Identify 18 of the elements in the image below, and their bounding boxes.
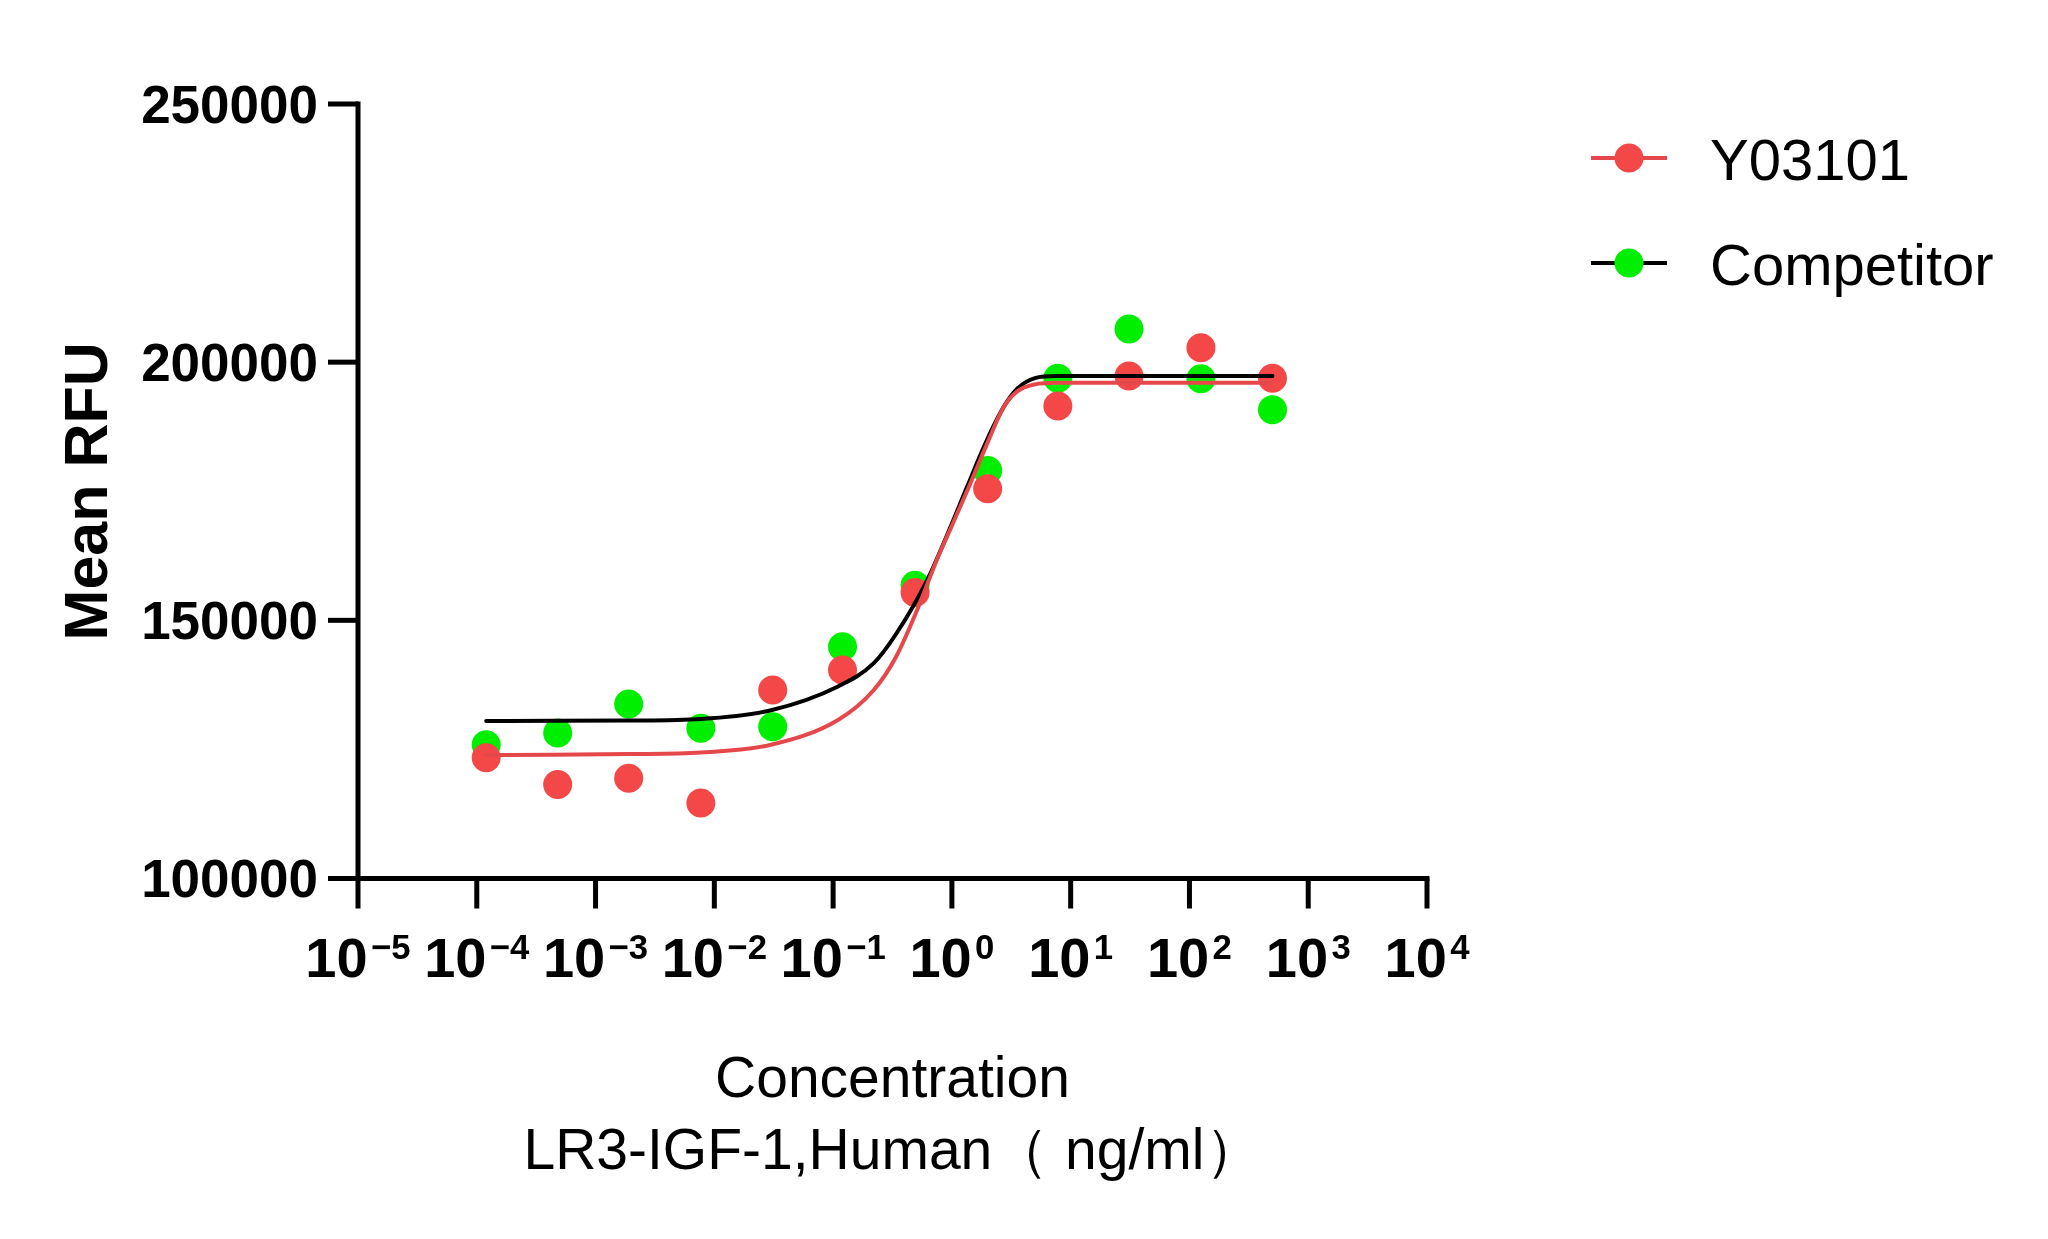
x-tick-label: 10$^{3}$ — [1265, 926, 1351, 989]
x-tick-label: 10$^{−3}$ — [542, 926, 649, 989]
y-tick-label: 250000 — [141, 74, 318, 134]
x-tick-label: 10$^{−2}$ — [661, 926, 767, 989]
x-tick-label: 10$^{−4}$ — [424, 926, 530, 989]
x-tick-label: 10$^{1}$ — [1028, 926, 1114, 989]
y-tick-label: 200000 — [141, 333, 318, 393]
x-tick-label: 10$^{4}$ — [1384, 926, 1470, 989]
legend-label: Y03101 — [1710, 127, 1910, 192]
y-tick-label: 100000 — [141, 849, 318, 909]
legend-label: Competitor — [1710, 232, 1994, 297]
x-tick-label: 10$^{−5}$ — [305, 926, 411, 989]
x-tick-label: 10$^{2}$ — [1146, 926, 1232, 989]
x-axis-title: Concentration LR3-IGF-1,Human（ ng/ml） — [523, 1045, 1262, 1181]
x-tick-label: 10$^{−1}$ — [780, 926, 886, 989]
y-tick-label: 150000 — [141, 591, 318, 651]
x-tick-label: 10$^{0}$ — [909, 926, 995, 989]
y-axis-title: Mean RFU — [52, 342, 120, 641]
